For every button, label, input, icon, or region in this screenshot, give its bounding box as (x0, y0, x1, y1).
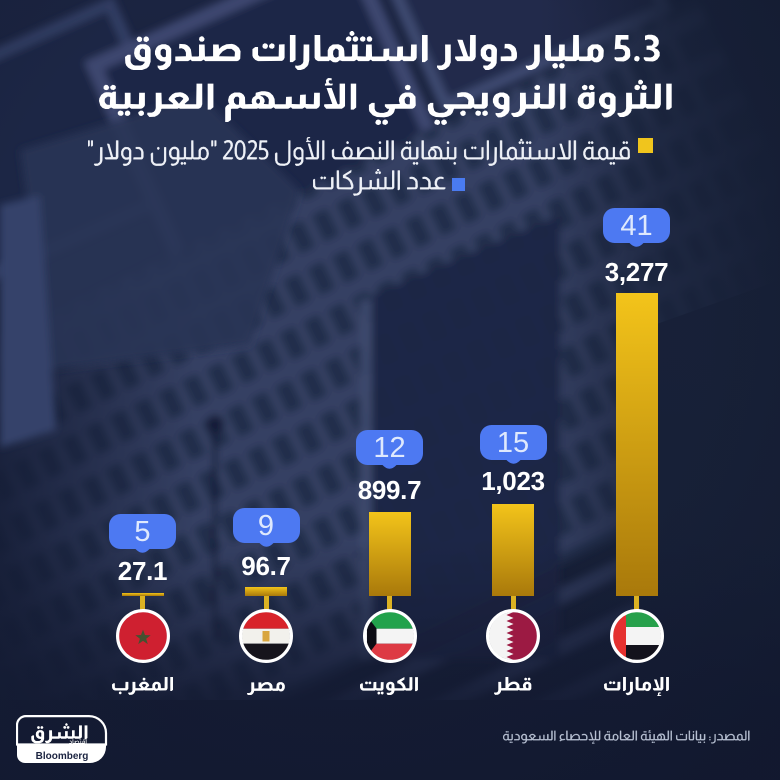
svg-text:Bloomberg: Bloomberg (36, 751, 89, 762)
